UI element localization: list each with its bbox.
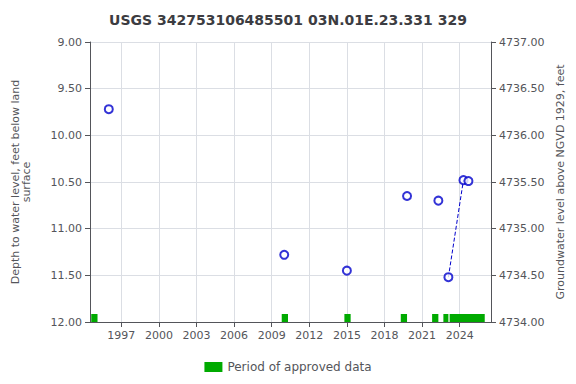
svg-text:surface: surface — [20, 161, 33, 202]
svg-text:Depth to water level, feet bel: Depth to water level, feet below land — [9, 79, 22, 285]
svg-text:4736.50: 4736.50 — [499, 82, 545, 95]
svg-text:2012: 2012 — [295, 329, 323, 342]
svg-text:4735.00: 4735.00 — [499, 222, 545, 235]
svg-text:11.50: 11.50 — [51, 269, 83, 282]
svg-text:Groundwater level above NGVD 1: Groundwater level above NGVD 1929, feet — [554, 64, 567, 300]
svg-text:12.00: 12.00 — [51, 316, 83, 329]
svg-text:2000: 2000 — [145, 329, 173, 342]
svg-text:4735.50: 4735.50 — [499, 176, 545, 189]
svg-text:9.50: 9.50 — [58, 82, 83, 95]
svg-text:4737.00: 4737.00 — [499, 36, 545, 49]
svg-text:USGS 342753106485501 03N.01E.2: USGS 342753106485501 03N.01E.23.331 329 — [109, 12, 467, 28]
svg-text:2006: 2006 — [220, 329, 248, 342]
svg-text:4734.50: 4734.50 — [499, 269, 545, 282]
svg-text:2009: 2009 — [258, 329, 286, 342]
svg-text:10.50: 10.50 — [51, 176, 83, 189]
svg-text:Period of approved data: Period of approved data — [227, 360, 371, 374]
svg-text:2024: 2024 — [446, 329, 474, 342]
svg-text:10.00: 10.00 — [51, 129, 83, 142]
svg-text:2003: 2003 — [183, 329, 211, 342]
svg-text:9.00: 9.00 — [58, 36, 83, 49]
svg-text:2021: 2021 — [408, 329, 436, 342]
svg-text:2015: 2015 — [333, 329, 361, 342]
svg-text:11.00: 11.00 — [51, 222, 83, 235]
svg-text:4736.00: 4736.00 — [499, 129, 545, 142]
svg-text:4734.00: 4734.00 — [499, 316, 545, 329]
svg-text:2018: 2018 — [370, 329, 398, 342]
svg-text:1997: 1997 — [107, 329, 135, 342]
